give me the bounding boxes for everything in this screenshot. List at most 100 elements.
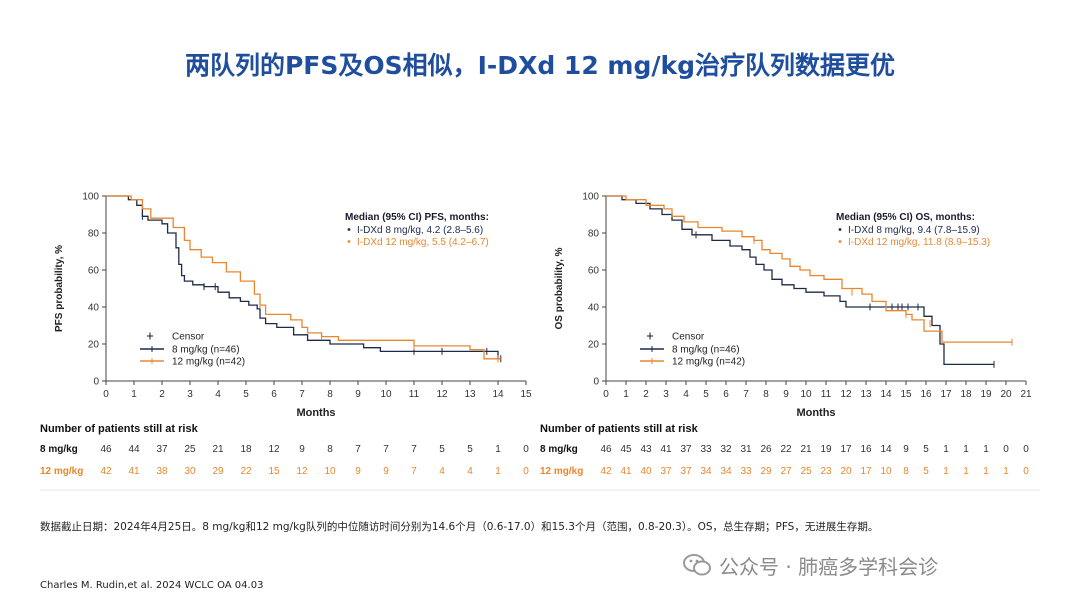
pfs-risk-value: 1 [495, 466, 501, 477]
os-x-tick-label: 9 [783, 389, 789, 400]
os-x-tick-label: 12 [840, 389, 852, 400]
os-risk-value: 5 [923, 444, 929, 455]
os-risk-value: 33 [740, 466, 752, 477]
citation: Charles M. Rudin,et al. 2024 WCLC OA 04.… [40, 580, 264, 591]
os-risk-value: 26 [760, 444, 772, 455]
pfs-x-tick-label: 9 [355, 389, 361, 400]
pfs-series-line-12mgkg [106, 195, 501, 360]
pfs-risk-value: 7 [411, 444, 417, 455]
pfs-risk-value: 7 [383, 444, 389, 455]
pfs-risk-value: 1 [495, 444, 501, 455]
os-risk-row-label: 8 mg/kg [540, 444, 578, 455]
os-risk-row-label: 12 mg/kg [540, 466, 583, 477]
pfs-risk-value: 15 [268, 466, 280, 477]
pfs-risk-value: 0 [523, 444, 529, 455]
os-x-tick-label: 7 [743, 389, 749, 400]
pfs-median-header: Median (95% CI) PFS, months: [345, 212, 489, 223]
os-risk-value: 37 [680, 466, 692, 477]
os-x-tick-label: 20 [1000, 389, 1012, 400]
os-risk-value: 19 [820, 444, 832, 455]
os-risk-value: 0 [1023, 466, 1029, 477]
pfs-x-tick-label: 3 [187, 389, 193, 400]
os-risk-value: 29 [760, 466, 772, 477]
pfs-risk-value: 22 [240, 466, 252, 477]
os-legend-series-label: 8 mg/kg (n=46) [672, 345, 740, 356]
os-x-tick-label: 5 [703, 389, 709, 400]
os-y-tick-label: 100 [582, 192, 599, 203]
pfs-x-tick-label: 1 [131, 389, 137, 400]
pfs-risk-value: 10 [324, 466, 336, 477]
os-risk-value: 32 [720, 444, 732, 455]
pfs-risk-value: 42 [100, 466, 112, 477]
pfs-risk-value: 4 [467, 466, 473, 477]
pfs-median-bullet [347, 228, 351, 231]
pfs-risk-value: 7 [355, 444, 361, 455]
os-x-tick-label: 17 [940, 389, 952, 400]
pfs-median-bullet [347, 240, 351, 243]
pfs-risk-value: 5 [439, 444, 445, 455]
os-x-tick-label: 15 [900, 389, 912, 400]
os-x-tick-label: 19 [980, 389, 992, 400]
os-risk-value: 22 [780, 444, 792, 455]
pfs-risk-value: 12 [296, 466, 308, 477]
os-risk-value: 34 [700, 466, 712, 477]
os-x-tick-label: 2 [643, 389, 649, 400]
pfs-risk-value: 7 [411, 466, 417, 477]
os-risk-value: 23 [820, 466, 832, 477]
os-risk-value: 41 [660, 444, 672, 455]
pfs-x-tick-label: 11 [409, 389, 420, 400]
os-x-tick-label: 13 [860, 389, 872, 400]
pfs-x-tick-label: 12 [436, 389, 448, 400]
pfs-risk-value: 44 [128, 444, 140, 455]
pfs-x-tick-label: 15 [520, 389, 532, 400]
pfs-risk-value: 38 [156, 466, 168, 477]
os-risk-value: 21 [800, 444, 812, 455]
pfs-x-tick-label: 10 [380, 389, 392, 400]
os-risk-value: 45 [620, 444, 632, 455]
pfs-risk-table-header: Number of patients still at risk [40, 423, 199, 435]
os-x-tick-label: 16 [920, 389, 932, 400]
pfs-y-tick-label: 0 [93, 377, 99, 388]
os-risk-value: 46 [600, 444, 612, 455]
pfs-y-tick-label: 80 [88, 229, 100, 240]
os-risk-value: 25 [800, 466, 812, 477]
pfs-risk-row-label: 12 mg/kg [40, 466, 83, 477]
os-risk-value: 10 [880, 466, 892, 477]
pfs-x-tick-label: 4 [215, 389, 221, 400]
os-risk-value: 1 [1003, 466, 1009, 477]
os-median-bullet [838, 240, 842, 243]
os-risk-value: 0 [1003, 444, 1009, 455]
pfs-median-line: I-DXd 12 mg/kg, 5.5 (4.2–6.7) [357, 237, 489, 248]
os-legend-series-label: 12 mg/kg (n=42) [672, 357, 745, 368]
os-risk-value: 1 [983, 444, 989, 455]
os-x-tick-label: 0 [603, 389, 609, 400]
pfs-risk-value: 4 [439, 466, 445, 477]
pfs-x-tick-label: 2 [159, 389, 165, 400]
os-risk-value: 14 [880, 444, 892, 455]
pfs-risk-value: 21 [212, 444, 224, 455]
os-risk-value: 1 [943, 466, 949, 477]
pfs-x-tick-label: 14 [492, 389, 504, 400]
os-x-tick-label: 11 [821, 389, 832, 400]
os-x-tick-label: 21 [1020, 389, 1032, 400]
pfs-risk-value: 37 [156, 444, 168, 455]
os-risk-value: 42 [600, 466, 612, 477]
os-risk-value: 16 [860, 444, 872, 455]
os-x-axis-label: Months [796, 407, 835, 419]
pfs-y-tick-label: 20 [88, 340, 100, 351]
os-risk-value: 37 [680, 444, 692, 455]
pfs-legend-censor-label: Censor [172, 332, 205, 343]
pfs-risk-value: 46 [100, 444, 112, 455]
watermark-text: 公众号 · 肺癌多学科会诊 [719, 554, 939, 579]
pfs-risk-value: 9 [299, 444, 305, 455]
pfs-x-axis-label: Months [296, 407, 335, 419]
pfs-x-tick-label: 7 [299, 389, 305, 400]
pfs-x-tick-label: 13 [464, 389, 476, 400]
pfs-risk-value: 0 [523, 466, 529, 477]
os-x-tick-label: 6 [723, 389, 729, 400]
os-x-tick-label: 10 [800, 389, 812, 400]
pfs-x-tick-label: 6 [271, 389, 277, 400]
os-risk-value: 0 [1023, 444, 1029, 455]
pfs-risk-value: 29 [212, 466, 224, 477]
os-risk-value: 1 [943, 444, 949, 455]
